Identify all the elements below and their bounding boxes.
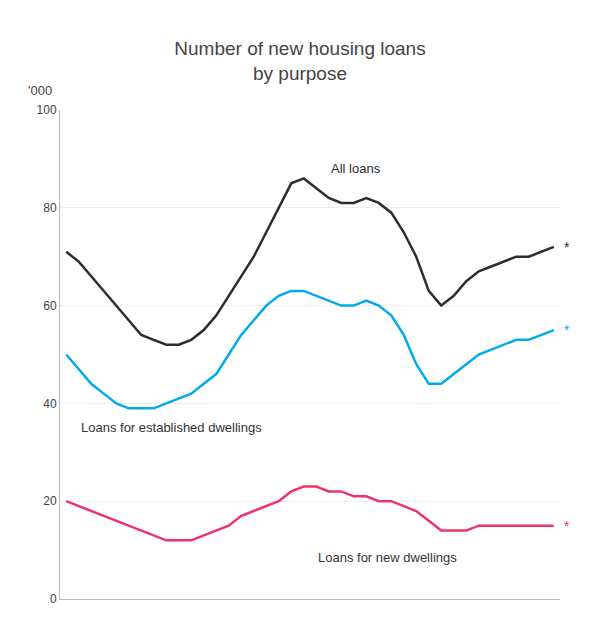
svg-text:0: 0 — [50, 592, 57, 606]
svg-text:*: * — [564, 518, 570, 534]
svg-text:Loans for established dwelling: Loans for established dwellings — [81, 420, 262, 435]
svg-text:Loans for new dwellings: Loans for new dwellings — [318, 550, 457, 565]
svg-text:All loans: All loans — [331, 161, 381, 176]
svg-text:'000: '000 — [28, 83, 52, 98]
svg-text:*: * — [564, 239, 570, 255]
svg-text:60: 60 — [43, 299, 57, 313]
svg-text:40: 40 — [43, 397, 57, 411]
svg-text:100: 100 — [37, 103, 57, 117]
svg-text:20: 20 — [43, 494, 57, 508]
svg-text:80: 80 — [43, 201, 57, 215]
svg-text:Number of new housing loansby: Number of new housing loansby purpose — [174, 38, 425, 84]
svg-text:*: * — [564, 322, 570, 338]
